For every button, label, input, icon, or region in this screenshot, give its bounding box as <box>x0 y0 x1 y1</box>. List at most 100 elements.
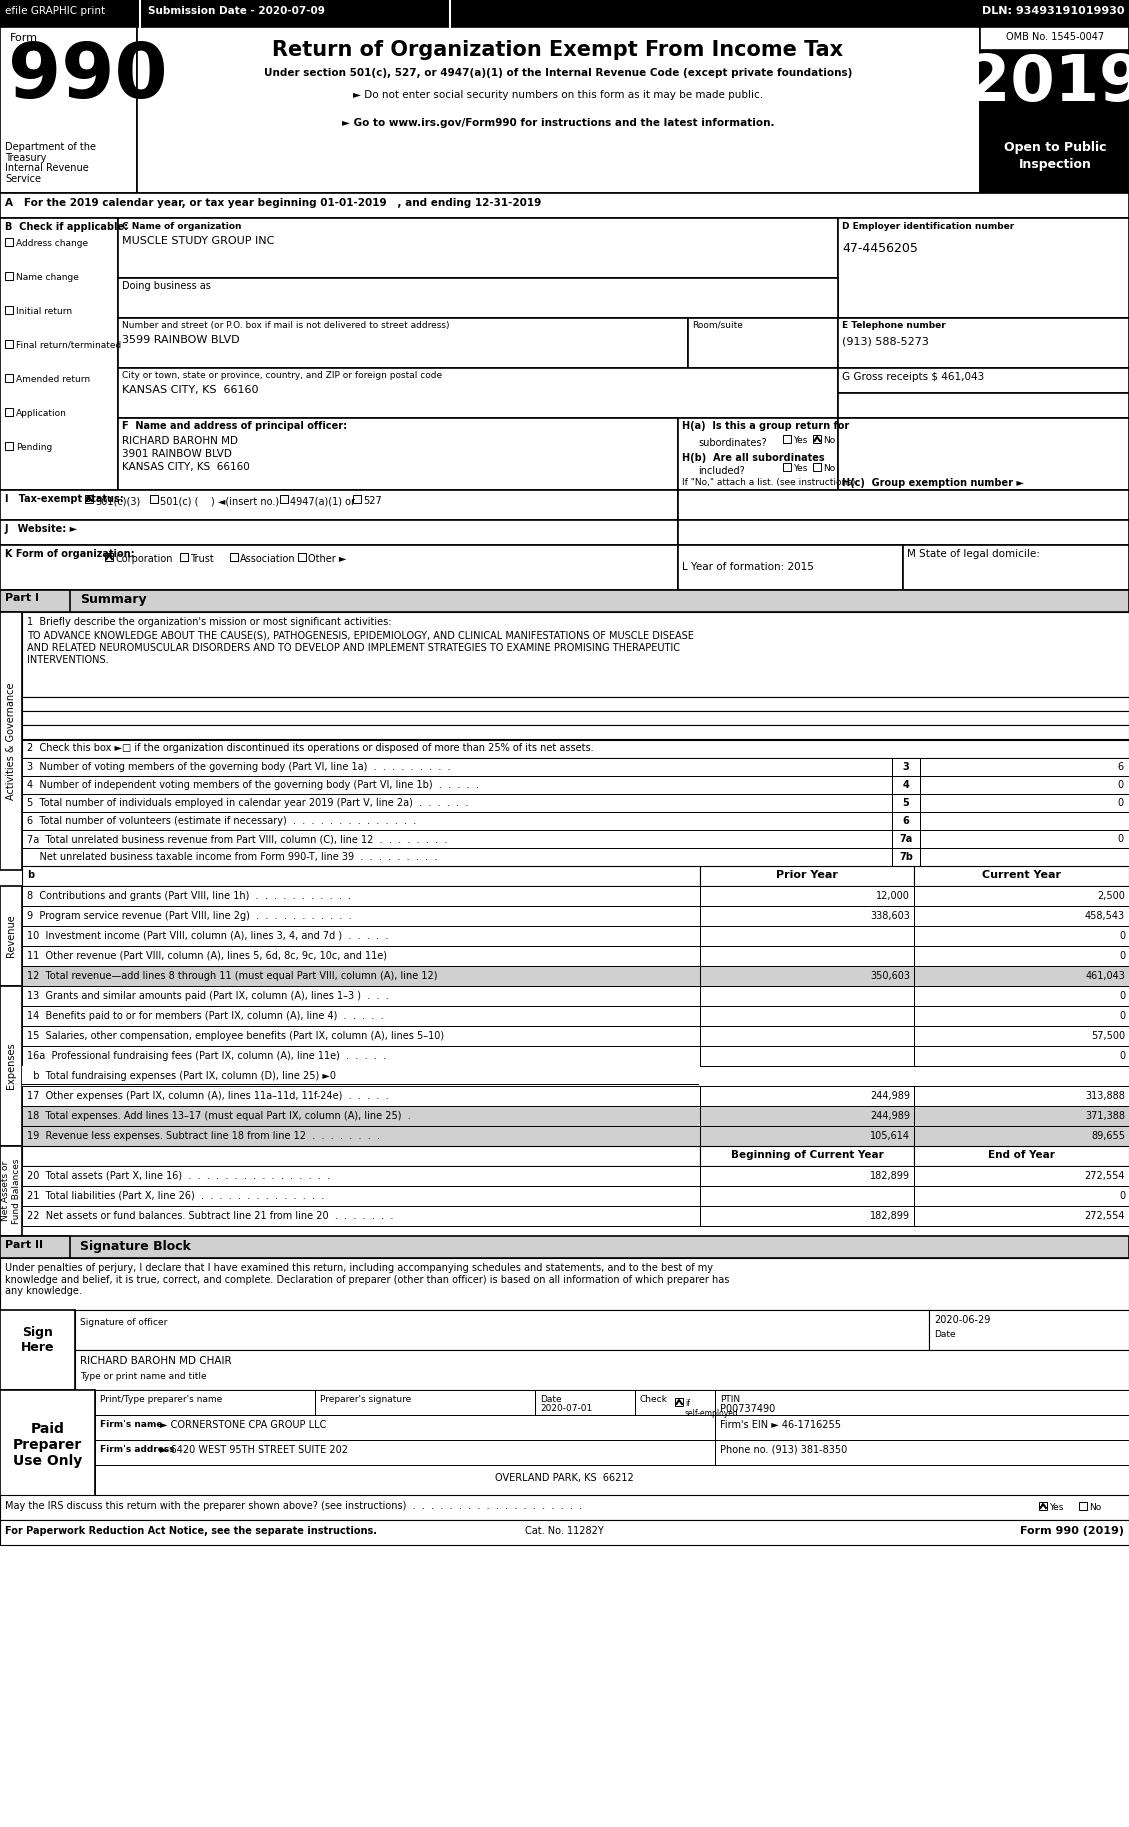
Text: Cat. No. 11282Y: Cat. No. 11282Y <box>525 1526 604 1537</box>
Bar <box>21 1085 700 1105</box>
Bar <box>914 987 1129 1007</box>
Text: 105,614: 105,614 <box>870 1131 910 1142</box>
Bar <box>21 1206 700 1226</box>
Bar <box>21 696 1129 711</box>
Text: Date: Date <box>540 1396 561 1403</box>
Bar <box>21 866 700 886</box>
Bar <box>21 1007 700 1027</box>
Text: 501(c) (    ) ◄(insert no.): 501(c) ( ) ◄(insert no.) <box>160 495 279 506</box>
Bar <box>119 418 679 490</box>
Bar <box>0 1259 1129 1310</box>
Text: I   Tax-exempt status:: I Tax-exempt status: <box>5 493 124 504</box>
Bar <box>914 866 1129 886</box>
Text: Print/Type preparer's name: Print/Type preparer's name <box>100 1396 222 1403</box>
Text: Firm's name: Firm's name <box>100 1420 163 1429</box>
Text: 6: 6 <box>902 817 909 826</box>
Bar <box>914 1125 1129 1146</box>
Bar <box>280 495 288 502</box>
Text: 10  Investment income (Part VIII, column (A), lines 3, 4, and 7d )  .  .  .  .  : 10 Investment income (Part VIII, column … <box>27 932 388 941</box>
Text: Other ►: Other ► <box>308 554 347 565</box>
Text: 22  Net assets or fund balances. Subtract line 21 from line 20  .  .  .  .  .  .: 22 Net assets or fund balances. Subtract… <box>27 1211 393 1220</box>
Text: 313,888: 313,888 <box>1085 1091 1124 1102</box>
Text: Address change: Address change <box>16 239 88 248</box>
Bar <box>5 407 14 417</box>
Text: 244,989: 244,989 <box>870 1111 910 1122</box>
Text: 12,000: 12,000 <box>876 892 910 901</box>
Text: OVERLAND PARK, KS  66212: OVERLAND PARK, KS 66212 <box>496 1473 633 1484</box>
Text: 2,500: 2,500 <box>1097 892 1124 901</box>
Bar <box>700 966 914 987</box>
Text: Service: Service <box>5 174 41 185</box>
Bar <box>914 926 1129 946</box>
Text: ► CORNERSTONE CPA GROUP LLC: ► CORNERSTONE CPA GROUP LLC <box>160 1420 326 1431</box>
Text: Yes: Yes <box>793 437 807 446</box>
Text: 3  Number of voting members of the governing body (Part VI, line 1a)  .  .  .  .: 3 Number of voting members of the govern… <box>27 762 450 773</box>
Text: Internal Revenue: Internal Revenue <box>5 163 89 174</box>
Text: Open to Public: Open to Public <box>1004 141 1106 153</box>
Text: C Name of organization: C Name of organization <box>122 223 242 230</box>
Bar <box>700 946 914 966</box>
Text: 3599 RAINBOW BLVD: 3599 RAINBOW BLVD <box>122 334 239 345</box>
Bar <box>914 1146 1129 1166</box>
Text: Initial return: Initial return <box>16 307 72 316</box>
Text: Yes: Yes <box>1049 1504 1064 1513</box>
Text: 990: 990 <box>8 40 167 113</box>
Bar <box>21 946 700 966</box>
Bar <box>21 811 892 829</box>
Bar <box>980 27 1129 194</box>
Bar <box>119 367 838 418</box>
Bar <box>0 490 679 521</box>
Text: Name change: Name change <box>16 272 79 281</box>
Text: 350,603: 350,603 <box>870 970 910 981</box>
Bar <box>21 1105 700 1125</box>
Bar <box>980 49 1129 133</box>
Text: J   Website: ►: J Website: ► <box>5 524 78 533</box>
Text: H(b)  Are all subordinates: H(b) Are all subordinates <box>682 453 824 462</box>
Bar <box>5 238 14 247</box>
Bar <box>150 495 158 502</box>
Bar <box>21 829 892 848</box>
Bar <box>21 906 700 926</box>
Bar <box>688 318 838 367</box>
Bar <box>914 886 1129 906</box>
Bar <box>914 1047 1129 1065</box>
Text: if
self-employed: if self-employed <box>685 1399 738 1418</box>
Bar <box>0 544 679 590</box>
Bar <box>914 946 1129 966</box>
Text: Date: Date <box>934 1330 955 1339</box>
Text: End of Year: End of Year <box>988 1149 1054 1160</box>
Bar <box>700 1125 914 1146</box>
Bar <box>21 1027 700 1047</box>
Text: Sign
Here: Sign Here <box>20 1326 54 1354</box>
Bar <box>700 987 914 1007</box>
Text: Pending: Pending <box>16 442 52 451</box>
Text: subordinates?: subordinates? <box>698 438 767 448</box>
Text: 371,388: 371,388 <box>1085 1111 1124 1122</box>
Text: 7a  Total unrelated business revenue from Part VIII, column (C), line 12  .  .  : 7a Total unrelated business revenue from… <box>27 833 447 844</box>
Bar <box>892 795 920 811</box>
Text: H(c)  Group exemption number ►: H(c) Group exemption number ► <box>842 479 1024 488</box>
Text: PTIN: PTIN <box>720 1396 741 1403</box>
Text: No: No <box>1089 1504 1101 1513</box>
Text: P00737490: P00737490 <box>720 1403 776 1414</box>
Bar <box>679 544 903 590</box>
Bar <box>920 848 1129 866</box>
Text: 0: 0 <box>1119 1010 1124 1021</box>
Text: 13  Grants and similar amounts paid (Part IX, column (A), lines 1–3 )  .  .  .: 13 Grants and similar amounts paid (Part… <box>27 990 388 1001</box>
Text: 9  Program service revenue (Part VIII, line 2g)  .  .  .  .  .  .  .  .  .  .  .: 9 Program service revenue (Part VIII, li… <box>27 912 351 921</box>
Bar <box>914 1206 1129 1226</box>
Bar <box>0 1237 70 1259</box>
Text: 20  Total assets (Part X, line 16)  .  .  .  .  .  .  .  .  .  .  .  .  .  .  . : 20 Total assets (Part X, line 16) . . . … <box>27 1171 330 1180</box>
Text: Yes: Yes <box>793 464 807 473</box>
Text: Summary: Summary <box>80 594 147 607</box>
Bar <box>715 1414 1129 1440</box>
Bar <box>700 926 914 946</box>
Text: Prior Year: Prior Year <box>776 870 838 881</box>
Text: Application: Application <box>16 409 67 418</box>
Text: E Telephone number: E Telephone number <box>842 322 946 331</box>
Text: 18  Total expenses. Add lines 13–17 (must equal Part IX, column (A), line 25)  .: 18 Total expenses. Add lines 13–17 (must… <box>27 1111 411 1122</box>
Text: MUSCLE STUDY GROUP INC: MUSCLE STUDY GROUP INC <box>122 236 274 247</box>
Bar <box>0 1237 1129 1259</box>
Bar <box>5 340 14 347</box>
Bar <box>903 544 1129 590</box>
